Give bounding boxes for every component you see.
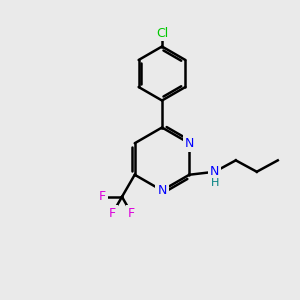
Text: N: N [210,165,220,178]
Text: H: H [211,178,219,188]
Text: Cl: Cl [156,26,168,40]
Text: N: N [184,137,194,150]
Text: F: F [128,207,135,220]
Text: F: F [99,190,106,203]
Text: N: N [157,184,167,197]
Text: F: F [109,207,116,220]
